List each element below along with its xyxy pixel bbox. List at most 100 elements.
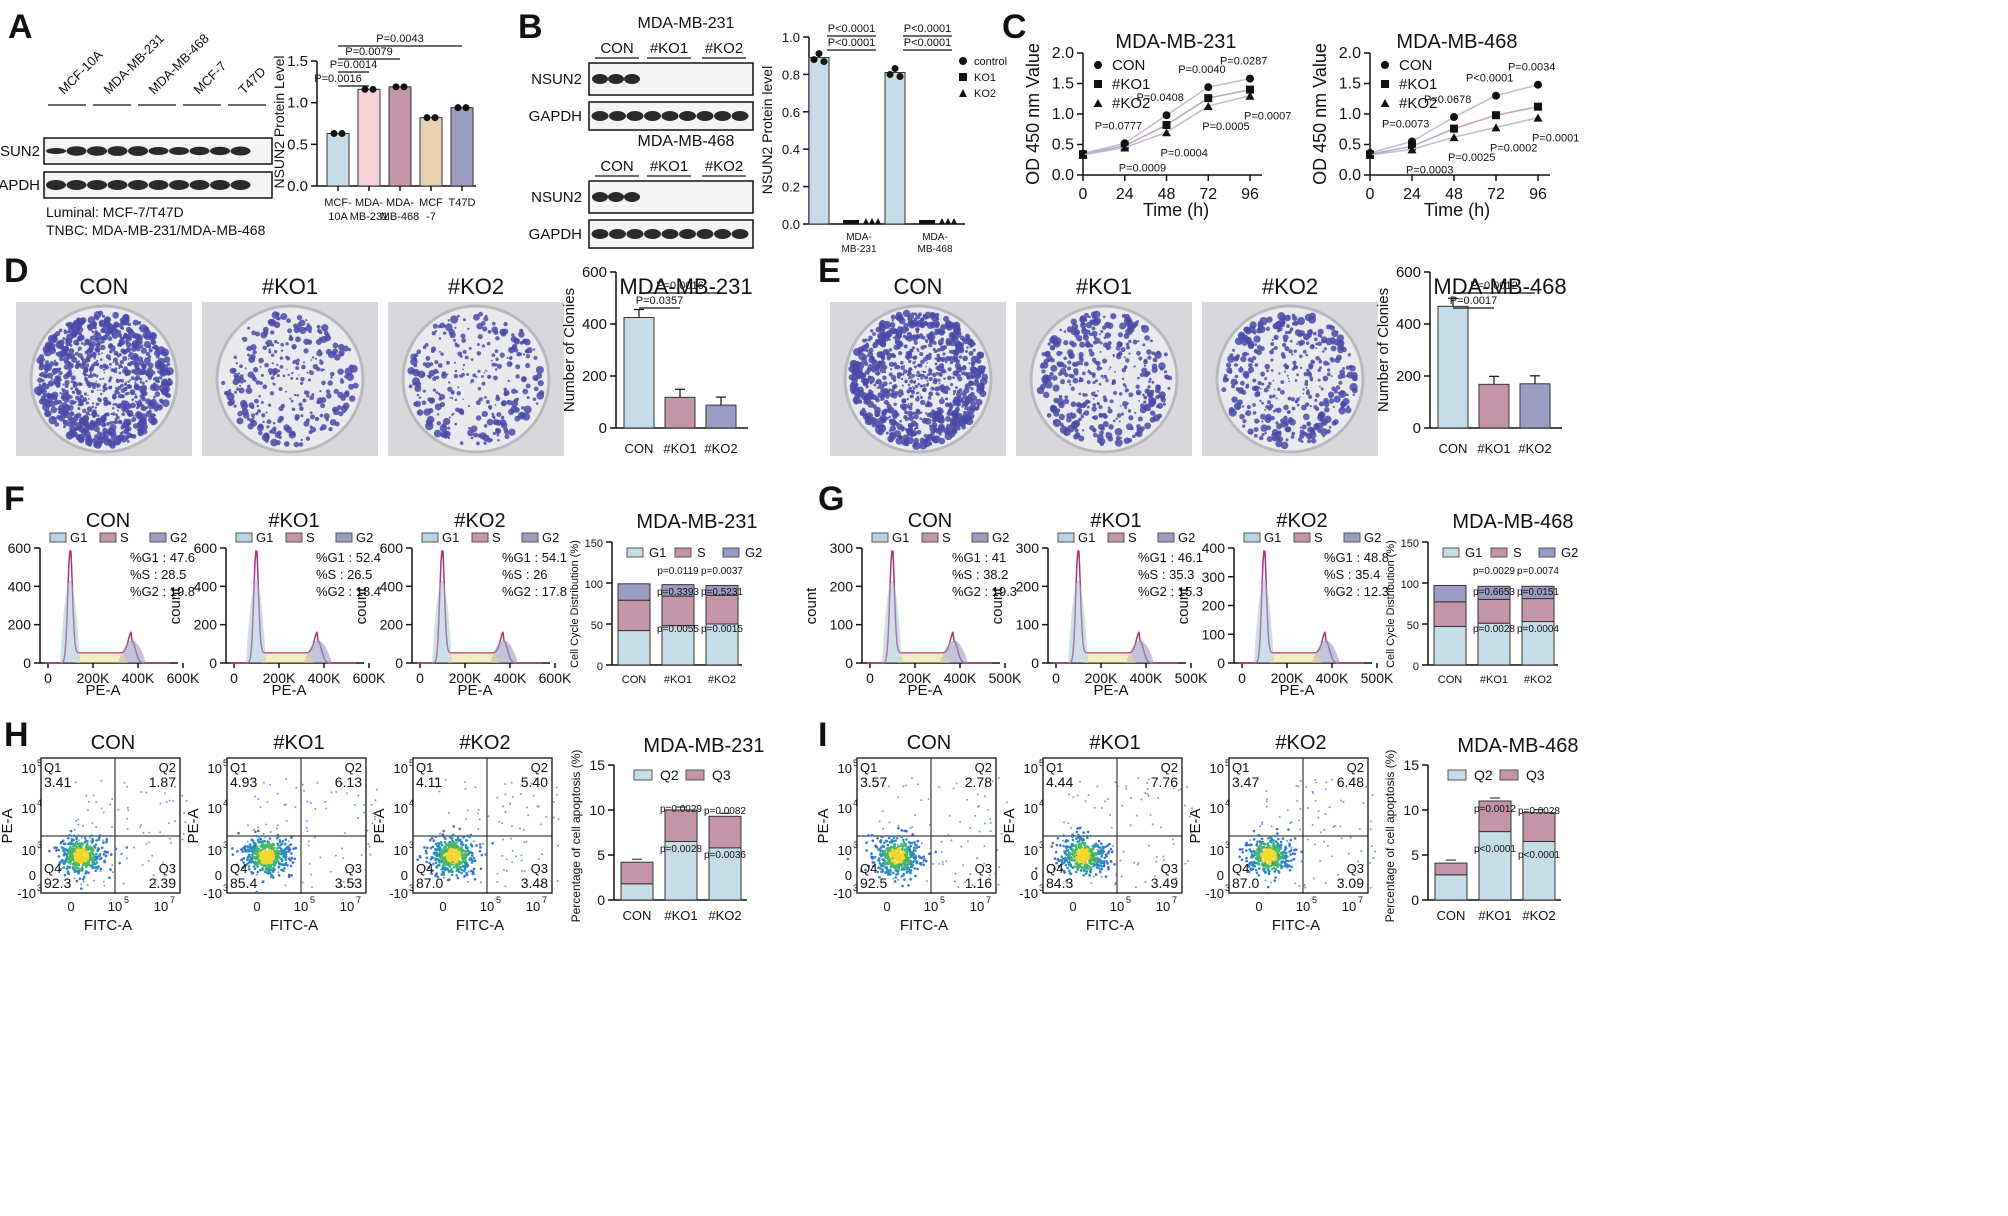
plate-e-colony	[926, 362, 928, 364]
plate-e-colony	[1128, 415, 1134, 421]
facs-h1-event	[100, 779, 103, 782]
plate-e-colony	[1328, 425, 1332, 429]
plate-e-colony	[909, 395, 912, 398]
blot-b-row-label: NSUN2	[531, 189, 582, 206]
facs-h1-event	[80, 848, 83, 852]
facs-h1-event	[181, 838, 184, 841]
histo-g2-x-tick-label: 400K	[1130, 670, 1163, 686]
facs-h1-y-tick-label: 10	[22, 843, 36, 858]
plate-e-colony	[1080, 414, 1085, 419]
plate-d-colony	[108, 379, 112, 383]
plate-d-colony	[453, 361, 457, 364]
plate-e-colony	[1319, 385, 1321, 388]
chart-a-x-tick-label: T47D	[449, 197, 476, 209]
plate-d-colony	[464, 355, 469, 360]
plate-e-colony	[1299, 366, 1303, 370]
plate-d-colony	[99, 320, 102, 323]
plate-e-colony	[1154, 360, 1157, 363]
plate-e-colony	[969, 345, 972, 349]
plate-d-colony	[496, 412, 502, 418]
plate-d-colony	[533, 355, 538, 360]
chart-a-dot	[369, 85, 377, 93]
plate-e-colony	[948, 403, 954, 409]
plate-d-colony	[461, 338, 467, 343]
facs-h2-event	[305, 826, 308, 829]
plate-d-colony	[263, 433, 270, 440]
plate-d-colony	[249, 418, 255, 424]
facs-h2-title: #KO1	[273, 732, 324, 754]
plate-e-colony	[1281, 354, 1286, 359]
histo-f2-x-tick-label: 400K	[308, 670, 341, 686]
facs-h1-event	[125, 857, 128, 860]
plate-e-colony	[1111, 380, 1116, 385]
plate-e-colony	[956, 389, 961, 394]
plate-e-colony	[909, 320, 916, 327]
facs-h2-event	[246, 845, 249, 848]
plate-e-colony	[933, 427, 938, 432]
histo-g1-y-label: count	[803, 587, 820, 625]
plate-d-colony	[158, 376, 163, 380]
plate-e-colony	[1280, 380, 1285, 385]
plate-e-colony	[1070, 318, 1077, 325]
chart-d-y-label: Number of Clonies	[561, 288, 578, 412]
plate-e-colony	[1099, 430, 1104, 436]
plate-d-colony	[48, 347, 57, 355]
facs-h1-x-label: FITC-A	[84, 917, 132, 934]
plate-e-colony	[1108, 424, 1114, 430]
plate-d-colony	[150, 373, 154, 377]
facs-h2-event	[357, 817, 360, 820]
plate-e-colony	[897, 340, 900, 343]
plate-d-colony	[521, 406, 525, 410]
plate-e-colony	[1315, 356, 1320, 361]
chart-a-pvalue: P=0.0079	[345, 46, 392, 58]
plate-e-colony	[917, 350, 920, 353]
facs-h2-event	[367, 843, 370, 846]
chart-c1-pvalue: P=0.0004	[1161, 147, 1208, 159]
facs-h1-event	[70, 849, 73, 852]
plate-d-colony	[49, 361, 55, 367]
plate-e-colony	[1327, 368, 1331, 372]
chart-c2-pvalue: P=0.0034	[1508, 62, 1555, 74]
chart-c2-point	[1491, 123, 1501, 132]
plate-e-colony	[903, 344, 908, 349]
plate-d-colony	[508, 428, 516, 436]
chart-c1-y-tick-label: 1.5	[1052, 76, 1074, 93]
plate-d-colony	[113, 349, 116, 352]
plate-e-colony	[854, 392, 861, 400]
chart-g-legend-swatch	[1538, 547, 1556, 558]
histo-f3-legend-swatch	[421, 532, 439, 543]
blot-b-gapdh-band	[591, 229, 609, 239]
plate-d-colony	[157, 370, 161, 374]
plate-d-colony	[130, 391, 135, 396]
facs-h1-event	[61, 839, 65, 843]
facs-h1-event	[83, 836, 87, 840]
facs-h1-title: CON	[91, 732, 135, 754]
facs-h1-event	[99, 867, 103, 871]
plate-e-colony	[1095, 361, 1099, 365]
plate-e-colony	[1319, 366, 1322, 370]
plate-d-colony	[233, 390, 238, 394]
plate-d-colony	[462, 349, 467, 354]
chart-c1-pvalue: P=0.0777	[1095, 120, 1142, 132]
chart-c1-x-tick-label: 48	[1158, 186, 1176, 203]
plate-d-colony	[491, 412, 495, 416]
plate-d-colony	[454, 369, 458, 373]
chart-g-bar-segment	[1433, 584, 1467, 603]
chart-b-y-tick-label: 1.0	[782, 30, 800, 45]
plate-d-colony	[123, 366, 128, 371]
facs-h1-event	[65, 867, 69, 870]
plate-d-colony	[333, 388, 339, 395]
plate-d-colony	[112, 311, 119, 319]
plate-e-colony	[1064, 395, 1069, 400]
plate-d-colony	[300, 414, 304, 418]
plate-d-colony	[125, 408, 130, 414]
plate-e-colony	[1317, 378, 1321, 382]
plate-e-colony	[1296, 343, 1298, 346]
histo-f2-y-tick-label: 400	[194, 578, 218, 594]
plate-d-colony	[481, 344, 486, 348]
chart-c1-pvalue: P=0.0287	[1220, 56, 1267, 68]
plate-d-colony	[102, 334, 109, 341]
histo-g2-y-tick-label: 0	[1031, 655, 1039, 671]
plate-e-colony	[877, 371, 881, 375]
plate-e-colony	[904, 403, 907, 407]
